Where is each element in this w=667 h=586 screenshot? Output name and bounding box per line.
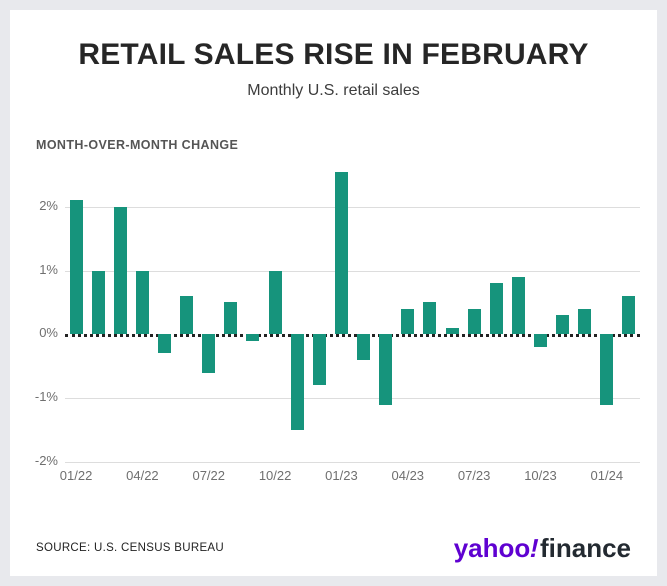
x-tick-label: 01/24 bbox=[590, 468, 624, 483]
x-tick-label: 10/22 bbox=[258, 468, 292, 483]
bar bbox=[556, 315, 570, 335]
gridline bbox=[65, 270, 640, 272]
y-axis-labels: 2% 1% 0% -1% -2% bbox=[18, 162, 58, 468]
page-subtitle: Monthly U.S. retail sales bbox=[247, 82, 420, 99]
yahoo-finance-logo: yahoo!finance bbox=[454, 533, 631, 564]
x-tick-label: 07/22 bbox=[192, 468, 226, 483]
bar bbox=[312, 334, 326, 386]
bar bbox=[290, 334, 304, 431]
plot-area bbox=[65, 162, 640, 463]
y-tick-label: -2% bbox=[34, 453, 58, 468]
x-tick-label: 01/22 bbox=[59, 468, 93, 483]
x-tick-label: 04/22 bbox=[126, 468, 159, 483]
bar bbox=[135, 270, 149, 335]
bar bbox=[423, 302, 437, 335]
bar bbox=[158, 334, 172, 354]
bar bbox=[69, 200, 83, 335]
gridline bbox=[65, 206, 640, 208]
bar bbox=[445, 327, 459, 335]
x-tick-label: 07/23 bbox=[457, 468, 491, 483]
gridline bbox=[65, 462, 640, 463]
bar bbox=[113, 206, 127, 335]
x-axis-labels: 01/22 04/22 07/22 10/22 01/23 04/23 07/23 10/23… bbox=[60, 468, 640, 488]
bar bbox=[379, 334, 393, 405]
bar bbox=[91, 270, 105, 335]
bar bbox=[180, 296, 194, 335]
bar bbox=[511, 276, 525, 335]
bar bbox=[533, 334, 547, 348]
bar bbox=[357, 334, 371, 360]
zero-gridline bbox=[65, 334, 640, 338]
x-tick-label: 10/23 bbox=[524, 468, 557, 483]
source-credit: SOURCE: U.S. CENSUS BUREAU bbox=[36, 542, 224, 554]
chart-section-label: MONTH-OVER-MONTH CHANGE bbox=[36, 138, 239, 152]
bar bbox=[578, 308, 592, 335]
gridline bbox=[65, 398, 640, 400]
page-title: RETAIL SALES RISE IN FEBRUARY bbox=[78, 38, 589, 71]
y-tick-label: 1% bbox=[39, 261, 58, 277]
bar bbox=[334, 171, 348, 335]
chart-card: RETAIL SALES RISE IN FEBRUARY Monthly U.… bbox=[10, 10, 657, 576]
bar bbox=[401, 308, 415, 335]
bar bbox=[600, 334, 614, 405]
y-tick-label: 0% bbox=[39, 325, 58, 341]
bar bbox=[489, 283, 503, 335]
bar bbox=[224, 302, 238, 335]
brand-finance-text: finance bbox=[539, 533, 631, 563]
x-tick-label: 04/23 bbox=[391, 468, 425, 483]
bar bbox=[202, 334, 216, 373]
bar bbox=[467, 308, 481, 335]
bar bbox=[268, 270, 282, 335]
brand-yahoo-text: yahoo bbox=[453, 533, 531, 563]
y-tick-label: -1% bbox=[34, 389, 58, 405]
y-tick-label: 2% bbox=[39, 197, 58, 213]
bar bbox=[622, 296, 636, 335]
x-tick-label: 01/23 bbox=[325, 468, 358, 483]
bar bbox=[246, 334, 260, 341]
